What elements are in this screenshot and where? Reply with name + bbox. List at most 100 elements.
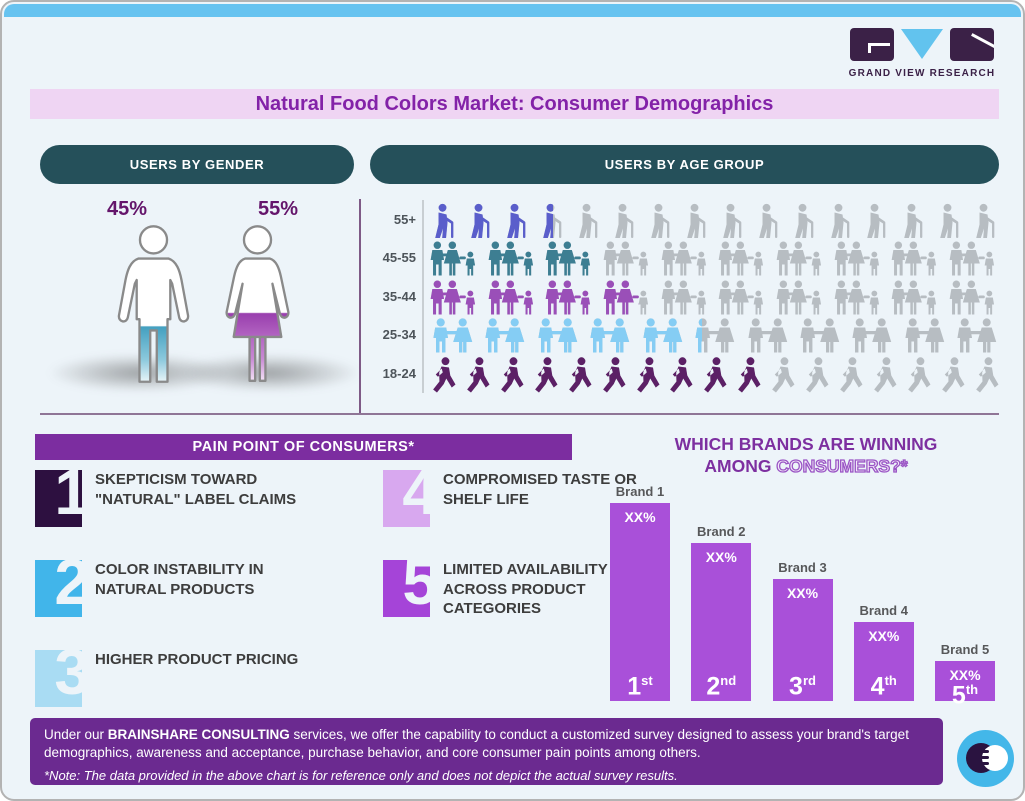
pain-point-item: 3 HIGHER PRODUCT PRICING xyxy=(35,650,335,707)
pain-point-text: COLOR INSTABILITY IN NATURAL PRODUCTS xyxy=(95,561,264,598)
pain-number-badge: 1 xyxy=(35,470,82,527)
age-row-pictograph xyxy=(426,280,1002,316)
family-icon xyxy=(830,241,888,277)
walker-icon xyxy=(731,357,765,393)
footer-text: Under our BRAINSHARE CONSULTING services… xyxy=(44,727,909,761)
footer-banner: Under our BRAINSHARE CONSULTING services… xyxy=(30,718,943,785)
family-icon xyxy=(657,280,715,316)
walker-icon xyxy=(426,357,460,393)
walker-icon xyxy=(765,357,766,393)
male-figure-icon xyxy=(106,224,201,397)
walker-icon xyxy=(663,357,697,393)
brand-label: Brand 5 xyxy=(940,642,990,657)
walker-icon xyxy=(562,357,596,393)
brand-label: Brand 4 xyxy=(859,603,908,618)
elderly-icon xyxy=(570,203,606,239)
elderly-icon xyxy=(822,203,858,239)
pictograph-filled-layer xyxy=(426,280,639,316)
family-icon xyxy=(426,241,484,277)
pictograph-filled-layer xyxy=(426,318,703,354)
family-icon xyxy=(830,280,888,316)
brand-bar-column: Brand 1 XX% 1st xyxy=(610,484,670,701)
brand-bar-column: Brand 3 XX% 3rd xyxy=(772,560,833,701)
brand-value: XX% xyxy=(786,585,819,601)
couple-icon xyxy=(688,318,702,354)
pain-number-badge: 4 xyxy=(383,470,430,527)
family-icon xyxy=(541,280,599,316)
couple-icon xyxy=(478,318,530,354)
brand-rank: 4th xyxy=(870,672,897,700)
pain-point-text: SKEPTICISM TOWARD "NATURAL" LABEL CLAIMS xyxy=(95,471,297,508)
brand-bar: XX% 3rd xyxy=(772,579,833,701)
logo-g-block xyxy=(850,28,894,61)
elderly-icon xyxy=(534,203,553,239)
walker-icon xyxy=(630,357,664,393)
family-icon xyxy=(887,241,945,277)
brand-bar: XX% 4th xyxy=(853,622,914,701)
pictograph-filled-layer xyxy=(426,241,599,277)
users-by-gender-label: USERS BY GENDER xyxy=(129,157,265,172)
brands-title-line1: WHICH BRANDS ARE WINNING xyxy=(674,434,938,454)
pain-points-banner: PAIN POINT OF CONSUMERS* xyxy=(35,434,572,460)
users-by-age-group-label: USERS BY AGE GROUP xyxy=(604,157,765,172)
pain-point-item: 1 SKEPTICISM TOWARD "NATURAL" LABEL CLAIM… xyxy=(35,470,335,527)
brand-bar: XX% 5th xyxy=(935,661,995,708)
pain-point-text: HIGHER PRODUCT PRICING xyxy=(95,651,299,668)
brand-value: XX% xyxy=(705,549,737,565)
brands-chart-title: WHICH BRANDS ARE WINNING AMONG CONSUMERS… xyxy=(610,434,1002,478)
elderly-icon xyxy=(642,203,678,239)
walker-icon xyxy=(697,357,731,393)
pain-points-col-2: 4 COMPROMISED TASTE OR SHELF LIFE 5LIMITED… xyxy=(383,470,641,707)
age-row-label: 55+ xyxy=(393,211,416,227)
pain-point-item: 4 COMPROMISED TASTE OR SHELF LIFE xyxy=(383,470,641,527)
age-axis-line xyxy=(421,238,424,277)
elderly-icon xyxy=(678,203,714,239)
age-row-label: 35-44 xyxy=(382,288,416,304)
age-row: 18-24 xyxy=(370,354,1002,393)
page-title: Natural Food Colors Market: Consumer Dem… xyxy=(255,92,774,115)
female-figure-icon xyxy=(210,224,305,397)
family-icon xyxy=(772,280,830,316)
walker-icon xyxy=(460,357,494,393)
family-icon xyxy=(714,241,772,277)
couple-icon xyxy=(583,318,635,354)
gvr-logo: GRAND VIEW RESEARCH xyxy=(846,28,998,79)
walker-icon xyxy=(833,357,867,393)
footer-note: *Note: The data provided in the above ch… xyxy=(44,768,678,784)
pain-number-badge: 3 xyxy=(35,650,82,707)
age-row-pictograph xyxy=(426,203,1002,239)
elderly-icon xyxy=(426,203,462,239)
brand-rank: 2nd xyxy=(706,672,737,700)
walker-icon xyxy=(596,357,630,393)
family-icon xyxy=(772,241,830,277)
elderly-icon xyxy=(895,203,931,239)
family-icon xyxy=(945,280,1003,316)
walker-icon xyxy=(969,357,1003,393)
couple-icon xyxy=(845,318,897,354)
age-row: 35-44 xyxy=(370,277,1002,316)
age-row-pictograph xyxy=(426,318,1002,354)
pictograph-filled-layer xyxy=(426,203,553,239)
age-row-label: 18-24 xyxy=(382,365,416,381)
family-icon xyxy=(426,280,484,316)
elderly-icon xyxy=(750,203,786,239)
brand-label: Brand 1 xyxy=(615,484,665,499)
age-row: 45-55 xyxy=(370,238,1003,277)
brand-rank: 5th xyxy=(951,681,979,710)
logo-v-triangle-icon xyxy=(901,29,943,59)
elderly-icon xyxy=(858,203,894,239)
pictograph-filled-layer xyxy=(426,357,766,393)
walker-icon xyxy=(867,357,901,393)
walker-icon xyxy=(494,357,528,393)
brand-bar-column: Brand 4 XX% 4th xyxy=(853,603,914,701)
brand-value: XX% xyxy=(949,667,981,683)
brand-bar-column: Brand 2 XX% 2nd xyxy=(691,524,752,701)
pain-point-text: LIMITED AVAILABILITY ACROSS PRODUCT CATE… xyxy=(443,561,608,617)
couple-icon xyxy=(636,318,688,354)
age-rows: 55+ 45-55 35-44 25-34 18-24 xyxy=(370,200,1002,393)
walker-icon xyxy=(901,357,935,393)
male-percentage: 45% xyxy=(106,198,148,220)
family-icon xyxy=(945,241,1003,277)
family-icon xyxy=(484,280,542,316)
